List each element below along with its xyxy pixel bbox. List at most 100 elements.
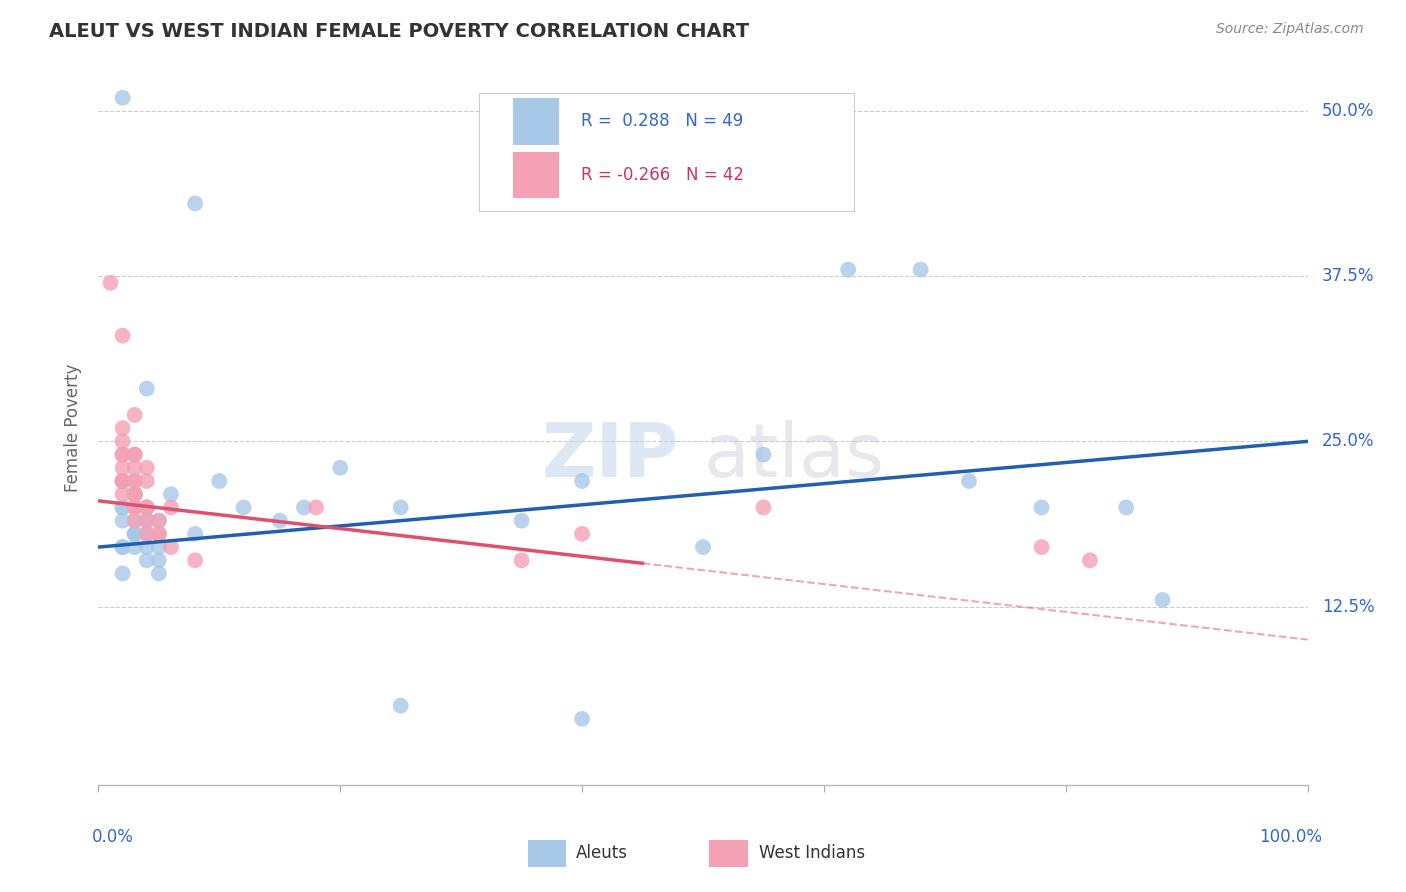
Point — [752, 500, 775, 515]
Point — [232, 500, 254, 515]
Point — [124, 408, 146, 422]
Text: 25.0%: 25.0% — [1322, 433, 1375, 450]
Text: West Indians: West Indians — [759, 845, 865, 863]
Point — [184, 553, 207, 567]
Point — [124, 487, 146, 501]
Point — [135, 460, 157, 475]
Point — [135, 514, 157, 528]
Point — [184, 527, 207, 541]
Point — [692, 540, 714, 554]
Point — [292, 500, 315, 515]
Point — [160, 540, 183, 554]
Point — [135, 514, 157, 528]
Text: 100.0%: 100.0% — [1260, 828, 1322, 846]
Point — [124, 487, 146, 501]
Point — [752, 448, 775, 462]
Point — [1078, 553, 1101, 567]
Point — [111, 514, 134, 528]
Point — [1031, 540, 1053, 554]
Point — [111, 474, 134, 488]
Point — [111, 540, 134, 554]
Point — [329, 460, 352, 475]
Point — [837, 262, 859, 277]
Point — [135, 527, 157, 541]
Point — [124, 448, 146, 462]
Text: 12.5%: 12.5% — [1322, 598, 1375, 615]
Point — [124, 448, 146, 462]
FancyBboxPatch shape — [513, 98, 560, 145]
Point — [148, 514, 170, 528]
Text: Source: ZipAtlas.com: Source: ZipAtlas.com — [1216, 22, 1364, 37]
Point — [148, 540, 170, 554]
Point — [111, 434, 134, 449]
Point — [389, 500, 412, 515]
Point — [124, 487, 146, 501]
Point — [111, 91, 134, 105]
Point — [910, 262, 932, 277]
Point — [124, 500, 146, 515]
Text: 0.0%: 0.0% — [93, 828, 134, 846]
Point — [100, 276, 122, 290]
Point — [135, 500, 157, 515]
Text: 50.0%: 50.0% — [1322, 102, 1375, 120]
Point — [160, 500, 183, 515]
Y-axis label: Female Poverty: Female Poverty — [65, 364, 83, 492]
Point — [124, 540, 146, 554]
Point — [111, 500, 134, 515]
Text: R = -0.266   N = 42: R = -0.266 N = 42 — [581, 166, 744, 184]
FancyBboxPatch shape — [479, 93, 855, 211]
Point — [1115, 500, 1137, 515]
Point — [124, 460, 146, 475]
Text: ZIP: ZIP — [541, 420, 679, 493]
Point — [135, 514, 157, 528]
Point — [160, 487, 183, 501]
Point — [111, 421, 134, 435]
Point — [135, 553, 157, 567]
Point — [124, 500, 146, 515]
Point — [571, 474, 593, 488]
Point — [135, 540, 157, 554]
Point — [208, 474, 231, 488]
Point — [124, 527, 146, 541]
FancyBboxPatch shape — [709, 840, 748, 867]
Point — [111, 540, 134, 554]
Point — [184, 196, 207, 211]
Point — [389, 698, 412, 713]
Point — [111, 328, 134, 343]
Text: 37.5%: 37.5% — [1322, 268, 1375, 285]
Point — [148, 553, 170, 567]
Point — [124, 527, 146, 541]
Point — [111, 500, 134, 515]
Point — [269, 514, 291, 528]
Point — [124, 487, 146, 501]
Text: Aleuts: Aleuts — [576, 845, 628, 863]
FancyBboxPatch shape — [527, 840, 567, 867]
Point — [135, 527, 157, 541]
Point — [111, 487, 134, 501]
Point — [124, 500, 146, 515]
Point — [111, 448, 134, 462]
Text: ALEUT VS WEST INDIAN FEMALE POVERTY CORRELATION CHART: ALEUT VS WEST INDIAN FEMALE POVERTY CORR… — [49, 22, 749, 41]
Point — [124, 487, 146, 501]
Point — [111, 474, 134, 488]
Point — [111, 474, 134, 488]
Point — [135, 500, 157, 515]
Point — [305, 500, 328, 515]
Point — [135, 527, 157, 541]
FancyBboxPatch shape — [513, 152, 560, 198]
Point — [148, 527, 170, 541]
Point — [148, 566, 170, 581]
Point — [1152, 593, 1174, 607]
Point — [111, 474, 134, 488]
Point — [124, 514, 146, 528]
Point — [111, 566, 134, 581]
Point — [124, 527, 146, 541]
Text: R =  0.288   N = 49: R = 0.288 N = 49 — [581, 112, 744, 130]
Point — [135, 474, 157, 488]
Point — [571, 527, 593, 541]
Point — [124, 474, 146, 488]
Point — [124, 514, 146, 528]
Point — [510, 553, 533, 567]
Point — [124, 474, 146, 488]
Point — [510, 514, 533, 528]
